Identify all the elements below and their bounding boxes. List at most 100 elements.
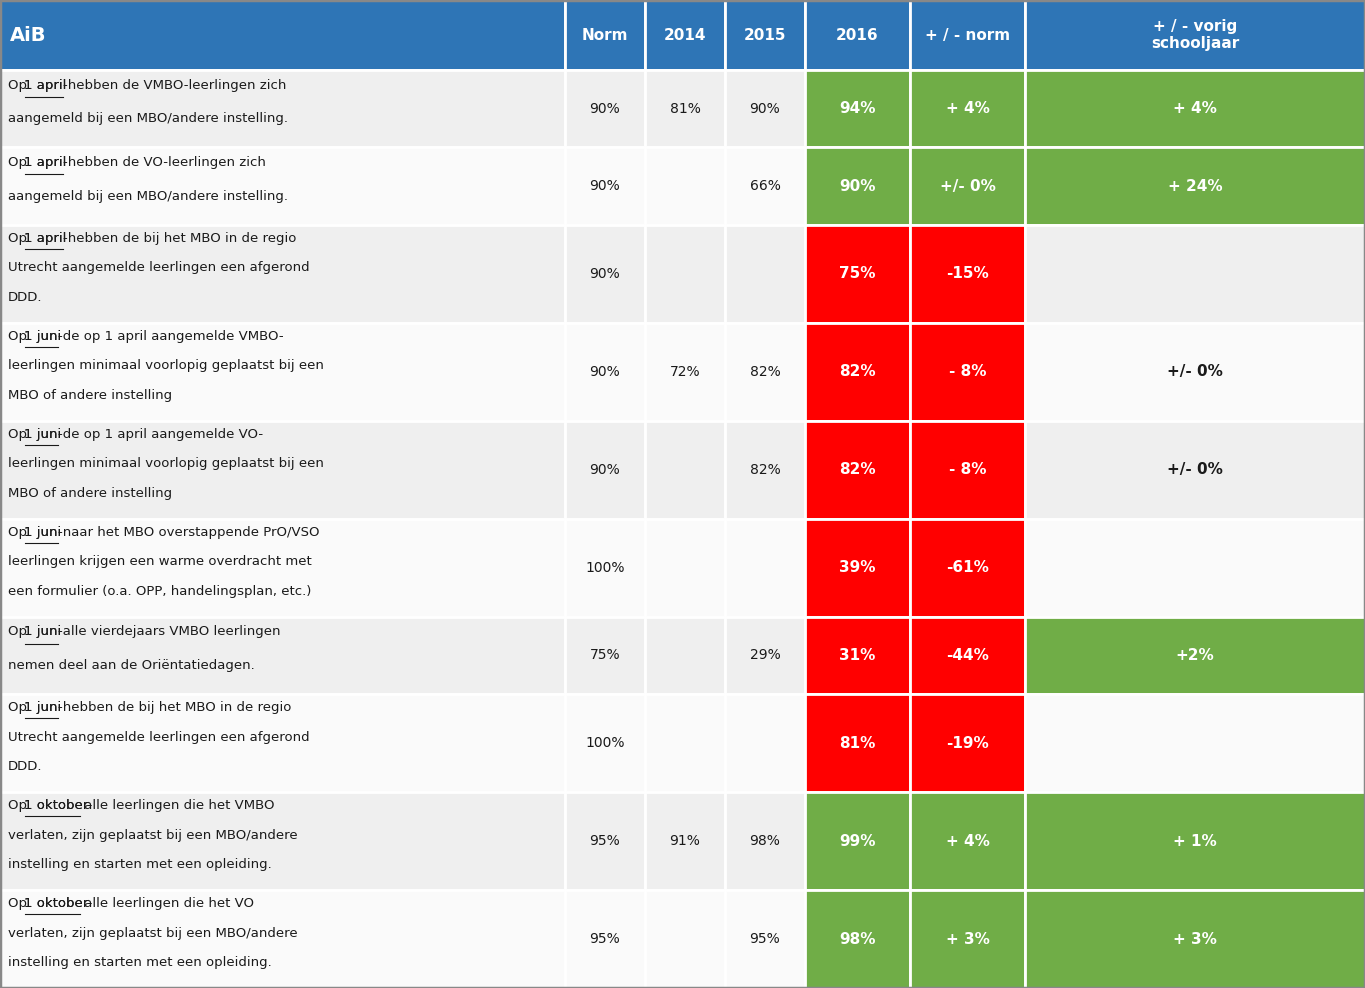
Bar bbox=[1025, 792, 1365, 890]
Text: Op: Op bbox=[8, 700, 31, 714]
Bar bbox=[565, 0, 646, 70]
Bar bbox=[565, 225, 646, 323]
Text: + / - vorig
schooljaar: + / - vorig schooljaar bbox=[1151, 19, 1239, 51]
Text: 1 juni: 1 juni bbox=[25, 526, 61, 538]
Text: Op: Op bbox=[8, 330, 31, 343]
Bar bbox=[565, 617, 646, 695]
Text: -15%: -15% bbox=[946, 267, 988, 282]
Text: Op: Op bbox=[8, 232, 31, 245]
Bar bbox=[805, 147, 910, 225]
Text: -19%: -19% bbox=[946, 735, 988, 751]
Text: leerlingen minimaal voorlopig geplaatst bij een: leerlingen minimaal voorlopig geplaatst … bbox=[8, 457, 324, 470]
Text: 1 juni: 1 juni bbox=[25, 625, 61, 638]
Text: instelling en starten met een opleiding.: instelling en starten met een opleiding. bbox=[8, 859, 272, 871]
Text: 98%: 98% bbox=[749, 834, 781, 848]
Bar bbox=[725, 519, 805, 617]
Text: 100%: 100% bbox=[586, 736, 625, 750]
Text: Norm: Norm bbox=[581, 28, 628, 42]
Bar bbox=[805, 890, 910, 988]
Text: 75%: 75% bbox=[839, 267, 876, 282]
Bar bbox=[725, 225, 805, 323]
Bar bbox=[1025, 225, 1365, 323]
Bar bbox=[1025, 421, 1365, 519]
Text: 81%: 81% bbox=[839, 735, 876, 751]
Text: 2016: 2016 bbox=[837, 28, 879, 42]
Text: +/- 0%: +/- 0% bbox=[1167, 462, 1223, 477]
Text: aangemeld bij een MBO/andere instelling.: aangemeld bij een MBO/andere instelling. bbox=[8, 190, 288, 203]
Text: 1 april: 1 april bbox=[25, 156, 67, 169]
Bar bbox=[1025, 0, 1365, 70]
Bar bbox=[646, 70, 725, 147]
Bar bbox=[805, 0, 910, 70]
Text: 94%: 94% bbox=[839, 102, 876, 117]
Bar bbox=[805, 421, 910, 519]
Bar bbox=[0, 225, 565, 323]
Text: 1 april: 1 april bbox=[25, 232, 67, 245]
Text: - 8%: - 8% bbox=[949, 462, 987, 477]
Text: 1 april: 1 april bbox=[25, 79, 67, 92]
Text: MBO of andere instelling: MBO of andere instelling bbox=[8, 487, 172, 500]
Text: 1 juni: 1 juni bbox=[25, 330, 61, 343]
Text: 75%: 75% bbox=[590, 648, 620, 662]
Text: 98%: 98% bbox=[839, 932, 876, 947]
Bar bbox=[0, 323, 565, 421]
Text: 1 april: 1 april bbox=[25, 156, 67, 169]
Bar bbox=[0, 890, 565, 988]
Bar bbox=[565, 147, 646, 225]
Text: 95%: 95% bbox=[590, 834, 620, 848]
Bar bbox=[1025, 323, 1365, 421]
Text: -hebben de bij het MBO in de regio: -hebben de bij het MBO in de regio bbox=[57, 700, 291, 714]
Bar bbox=[0, 0, 565, 70]
Text: MBO of andere instelling: MBO of andere instelling bbox=[8, 389, 172, 402]
Bar bbox=[0, 147, 565, 225]
Bar bbox=[646, 695, 725, 792]
Bar bbox=[646, 323, 725, 421]
Text: verlaten, zijn geplaatst bij een MBO/andere: verlaten, zijn geplaatst bij een MBO/and… bbox=[8, 927, 298, 940]
Text: 91%: 91% bbox=[670, 834, 700, 848]
Bar bbox=[565, 70, 646, 147]
Text: Op: Op bbox=[8, 897, 31, 910]
Text: 31%: 31% bbox=[839, 648, 876, 663]
Bar bbox=[0, 695, 565, 792]
Text: 39%: 39% bbox=[839, 560, 876, 575]
Text: + 4%: + 4% bbox=[946, 834, 990, 849]
Bar bbox=[910, 421, 1025, 519]
Bar bbox=[805, 695, 910, 792]
Text: + 3%: + 3% bbox=[946, 932, 990, 947]
Text: een formulier (o.a. OPP, handelingsplan, etc.): een formulier (o.a. OPP, handelingsplan,… bbox=[8, 585, 311, 598]
Text: + 4%: + 4% bbox=[946, 102, 990, 117]
Text: verlaten, zijn geplaatst bij een MBO/andere: verlaten, zijn geplaatst bij een MBO/and… bbox=[8, 829, 298, 842]
Text: Op: Op bbox=[8, 428, 31, 441]
Text: + 4%: + 4% bbox=[1173, 102, 1218, 117]
Text: -hebben de bij het MBO in de regio: -hebben de bij het MBO in de regio bbox=[63, 232, 296, 245]
Text: + / - norm: + / - norm bbox=[925, 28, 1010, 42]
Bar bbox=[725, 695, 805, 792]
Text: 72%: 72% bbox=[670, 365, 700, 378]
Text: 66%: 66% bbox=[749, 179, 781, 193]
Text: Op: Op bbox=[8, 156, 31, 169]
Bar bbox=[910, 225, 1025, 323]
Text: +/- 0%: +/- 0% bbox=[939, 179, 995, 194]
Text: 1 juni: 1 juni bbox=[25, 428, 61, 441]
Text: Op: Op bbox=[8, 526, 31, 538]
Text: Op: Op bbox=[8, 625, 31, 638]
Text: 1 juni: 1 juni bbox=[25, 526, 61, 538]
Bar bbox=[910, 0, 1025, 70]
Text: 1 juni: 1 juni bbox=[25, 330, 61, 343]
Bar bbox=[910, 70, 1025, 147]
Text: 82%: 82% bbox=[749, 462, 781, 477]
Text: 95%: 95% bbox=[749, 932, 781, 947]
Text: 1 juni: 1 juni bbox=[25, 700, 61, 714]
Bar bbox=[725, 147, 805, 225]
Bar bbox=[725, 421, 805, 519]
Bar bbox=[0, 70, 565, 147]
Bar bbox=[1025, 617, 1365, 695]
Text: 90%: 90% bbox=[839, 179, 876, 194]
Text: alle leerlingen die het VMBO: alle leerlingen die het VMBO bbox=[79, 799, 274, 812]
Text: 81%: 81% bbox=[670, 102, 700, 116]
Text: + 1%: + 1% bbox=[1173, 834, 1216, 849]
Bar bbox=[646, 225, 725, 323]
Text: 1 juni: 1 juni bbox=[25, 700, 61, 714]
Bar bbox=[565, 323, 646, 421]
Bar bbox=[646, 0, 725, 70]
